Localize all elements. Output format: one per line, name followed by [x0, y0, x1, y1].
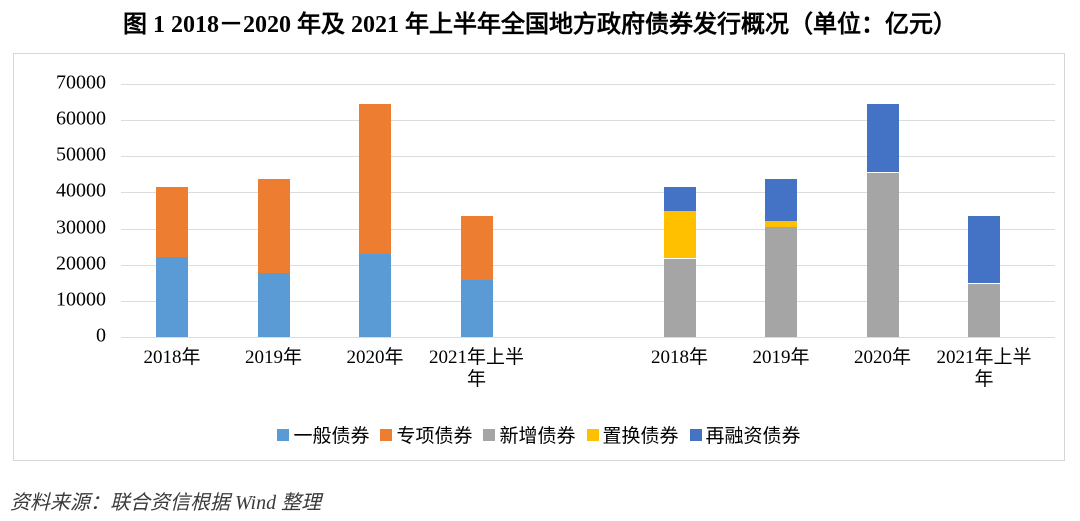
y-tick-label: 50000: [56, 143, 106, 166]
bar-segment: [359, 253, 391, 337]
gridline: [121, 300, 1055, 302]
x-category-label: 2019年: [244, 347, 302, 368]
legend-label: 新增债券: [499, 426, 576, 447]
bar-segment: [765, 179, 797, 221]
x-category-label: 2018年: [143, 347, 201, 368]
x-category-label: 2020年: [346, 347, 404, 368]
y-tick-label: 70000: [56, 71, 106, 94]
y-tick-label: 60000: [56, 107, 106, 130]
chart-frame: 0 10000 20000 30000 40000 50000 60000 70000 2018…: [13, 53, 1065, 461]
source-note: 资料来源：联合资信根据 Wind 整理: [10, 492, 322, 514]
gridline: [121, 228, 1055, 230]
bar-segment: [460, 279, 493, 337]
bar-segment: [866, 104, 899, 173]
bar-segment: [663, 258, 696, 337]
legend-item: 一般债券: [277, 421, 369, 448]
legend-item: 专项债券: [380, 421, 472, 448]
plot-area: 0 10000 20000 30000 40000 50000 60000 70000 2018…: [14, 54, 1064, 460]
x-category-label: 2021年上半年: [428, 347, 524, 390]
y-tick-label: 30000: [56, 215, 106, 238]
legend-label: 一般债券: [293, 426, 370, 447]
legend-item: 新增债券: [483, 421, 576, 448]
bar-segment: [156, 256, 188, 337]
y-tick-label: 40000: [56, 179, 106, 202]
legend-swatch-icon: [586, 428, 599, 441]
bar-segment: [765, 226, 797, 337]
bar-segment: [257, 272, 290, 337]
legend-swatch-icon: [277, 428, 290, 441]
gridline: [121, 84, 1055, 85]
bar-segment: [460, 216, 493, 280]
y-tick-label: 0: [96, 324, 106, 347]
legend-swatch-icon: [380, 428, 393, 441]
bar-segment: [663, 186, 696, 212]
x-category-label: 2020年: [853, 347, 911, 368]
legend-label: 专项债券: [396, 426, 473, 447]
chart-legend: 一般债券 专项债券 新增债券 置换债券 再融资债券: [14, 421, 1064, 448]
y-tick-label: 10000: [56, 288, 106, 311]
gridline: [121, 120, 1055, 122]
gridline: [121, 264, 1055, 266]
bar-segment: [156, 186, 188, 257]
legend-item: 再融资债券: [689, 421, 801, 448]
bar-segment: [359, 104, 391, 254]
bar-segment: [765, 221, 797, 227]
bar-segment: [257, 179, 290, 273]
y-tick-label: 20000: [56, 252, 106, 275]
x-category-label: 2021年上半年: [936, 347, 1032, 390]
bar-segment: [968, 283, 1000, 337]
bar-segment: [968, 216, 1000, 284]
legend-swatch-icon: [483, 428, 496, 441]
gridline: [121, 337, 1055, 338]
gridline: [121, 156, 1055, 158]
gridline: [121, 192, 1055, 194]
bar-segment: [663, 211, 696, 259]
legend-swatch-icon: [689, 428, 702, 441]
x-category-label: 2019年: [752, 347, 810, 368]
bar-segment: [866, 172, 899, 337]
x-category-label: 2018年: [650, 347, 708, 368]
figure-title: 图 1 2018－2020 年及 2021 年上半年全国地方政府债券发行概况（单…: [123, 12, 957, 38]
legend-label: 置换债券: [602, 426, 679, 447]
legend-item: 置换债券: [586, 421, 679, 448]
legend-label: 再融资债券: [705, 426, 801, 447]
